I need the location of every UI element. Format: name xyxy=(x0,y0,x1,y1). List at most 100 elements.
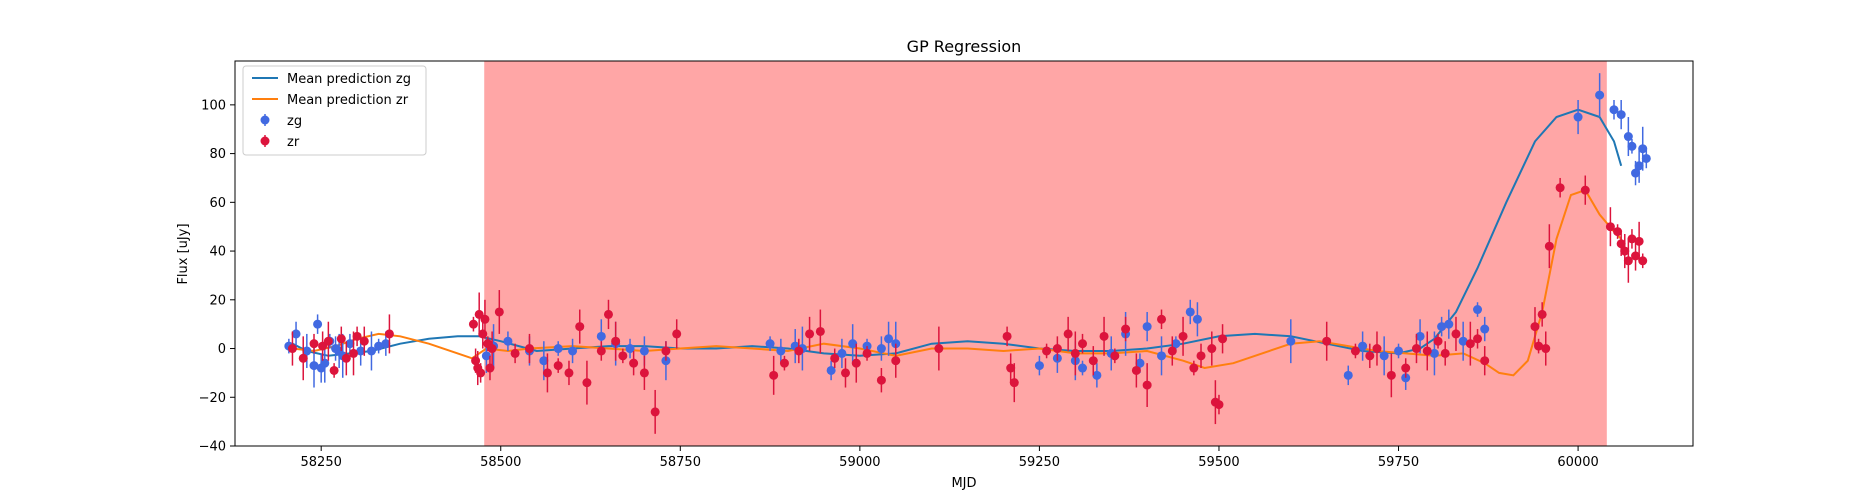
point-zr xyxy=(1401,363,1411,373)
point-zr xyxy=(384,329,394,339)
point-zr xyxy=(1372,344,1382,354)
point-zr xyxy=(1196,351,1206,361)
shaded-region xyxy=(484,61,1607,446)
point-zr xyxy=(352,331,362,341)
point-zr xyxy=(1620,246,1630,256)
point-zr xyxy=(1088,356,1098,366)
point-zr xyxy=(603,309,613,319)
point-zg xyxy=(1458,336,1468,346)
point-zr xyxy=(779,358,789,368)
point-zr xyxy=(805,329,815,339)
point-zg xyxy=(596,331,606,341)
point-zr xyxy=(1070,348,1080,358)
point-zr xyxy=(1218,334,1228,344)
point-zg xyxy=(639,346,649,356)
point-zr xyxy=(1627,234,1637,244)
point-zr xyxy=(830,353,840,363)
point-zr xyxy=(1631,251,1641,261)
point-zg xyxy=(503,336,513,346)
point-zg xyxy=(320,358,330,368)
point-zr xyxy=(862,348,872,358)
point-zg xyxy=(1092,370,1102,380)
point-zr xyxy=(672,329,682,339)
point-zg xyxy=(1171,339,1181,349)
point-zr xyxy=(840,368,850,378)
mean-line-zg xyxy=(292,108,1623,357)
point-zr xyxy=(618,351,628,361)
x-tick-label: 60000 xyxy=(1557,455,1598,470)
chart-title: GP Regression xyxy=(907,37,1022,56)
point-zg xyxy=(553,344,563,354)
point-zr xyxy=(1365,351,1375,361)
point-zr xyxy=(611,336,621,346)
point-zr xyxy=(1006,363,1016,373)
point-zg xyxy=(539,356,549,366)
point-zr xyxy=(329,365,339,375)
point-zg xyxy=(345,339,355,349)
point-zg xyxy=(826,365,836,375)
point-zr xyxy=(1386,370,1396,380)
point-zr xyxy=(287,344,297,354)
point-zg xyxy=(302,346,312,356)
point-zr xyxy=(341,353,351,363)
y-tick-label: 20 xyxy=(209,293,226,308)
point-zg xyxy=(1192,314,1202,324)
point-zg xyxy=(625,344,635,354)
legend-marker xyxy=(260,115,270,125)
point-zg xyxy=(765,339,775,349)
point-zg xyxy=(1185,307,1195,317)
point-zg xyxy=(1286,336,1296,346)
point-zr xyxy=(1178,331,1188,341)
point-zr xyxy=(1009,378,1019,388)
point-zg xyxy=(1358,341,1368,351)
point-zr xyxy=(468,319,478,329)
point-zg xyxy=(876,344,886,354)
point-zr xyxy=(542,368,552,378)
point-zr xyxy=(1422,346,1432,356)
point-zg xyxy=(1638,144,1648,154)
point-zr xyxy=(485,363,495,373)
point-zr xyxy=(478,329,488,339)
point-zg xyxy=(1437,322,1447,332)
series-zr xyxy=(287,175,1648,434)
point-zr xyxy=(582,378,592,388)
point-zr xyxy=(1613,227,1623,237)
point-zg xyxy=(1627,141,1637,151)
point-zr xyxy=(1465,339,1475,349)
point-zr xyxy=(1322,336,1332,346)
point-zg xyxy=(1634,161,1644,171)
point-zg xyxy=(1157,351,1167,361)
point-zr xyxy=(336,334,346,344)
point-zr xyxy=(487,344,497,354)
x-tick-label: 59250 xyxy=(1019,455,1060,470)
point-zr xyxy=(876,375,886,385)
plot-frame xyxy=(234,60,1694,447)
point-zg xyxy=(776,346,786,356)
x-tick-label: 59500 xyxy=(1198,455,1239,470)
point-zr xyxy=(650,407,660,417)
point-zr xyxy=(1411,344,1421,354)
point-zr xyxy=(1214,400,1224,410)
point-zg xyxy=(1473,305,1483,315)
point-zg xyxy=(374,341,384,351)
point-zr xyxy=(1451,329,1461,339)
point-zr xyxy=(1473,334,1483,344)
point-zr xyxy=(1544,241,1554,251)
y-tick-label: 60 xyxy=(209,196,226,211)
point-zg xyxy=(1379,351,1389,361)
point-zr xyxy=(1121,324,1131,334)
point-zg xyxy=(309,361,319,371)
point-zg xyxy=(1480,324,1490,334)
x-tick-label: 59750 xyxy=(1378,455,1419,470)
point-zg xyxy=(1631,168,1641,178)
point-zr xyxy=(1638,256,1648,266)
point-zg xyxy=(1142,322,1152,332)
point-zr xyxy=(480,314,490,324)
point-zg xyxy=(837,348,847,358)
point-zr xyxy=(891,356,901,366)
point-zr xyxy=(575,322,585,332)
point-zg xyxy=(291,329,301,339)
point-zr xyxy=(359,336,369,346)
point-zg xyxy=(848,339,858,349)
legend-marker xyxy=(260,136,270,146)
